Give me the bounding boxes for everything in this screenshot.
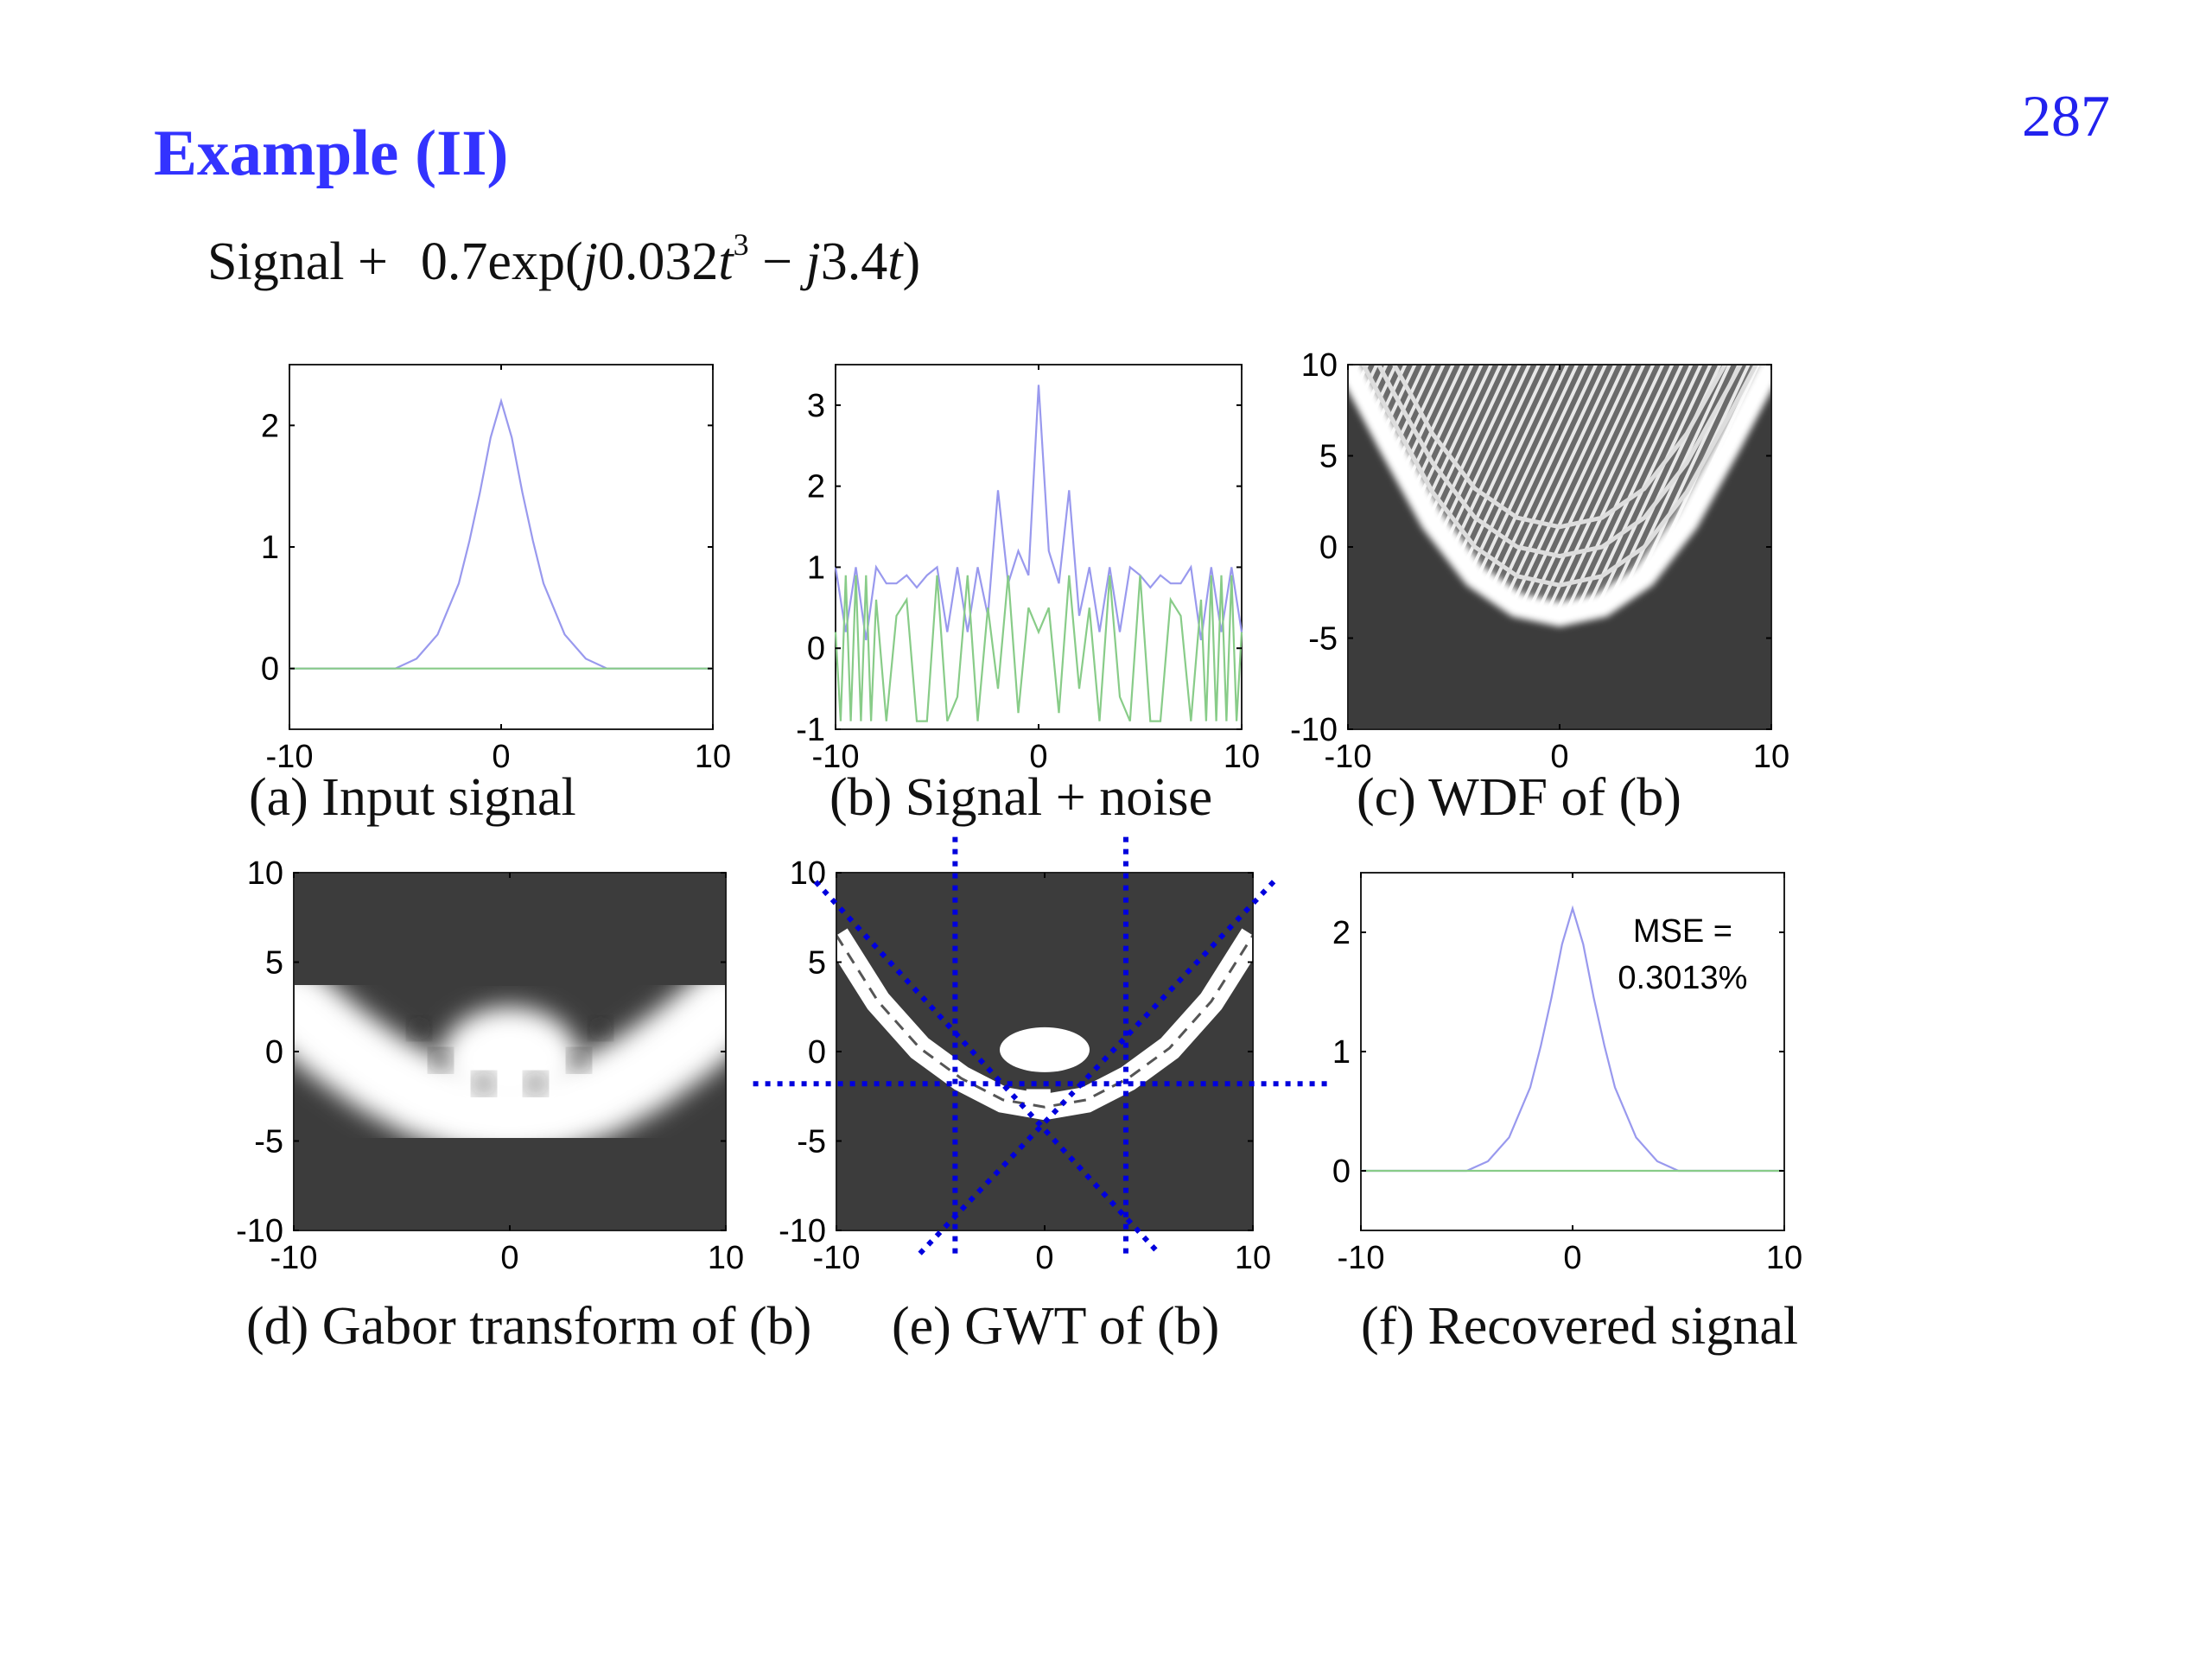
y-tick-label-b-3: 2 [807, 469, 825, 505]
x-tick-label-d-0: -10 [270, 1240, 318, 1276]
gabor-center-blob [441, 1007, 579, 1111]
y-tick-label-f-1: 1 [1332, 1034, 1351, 1071]
series-line-b-real [834, 575, 1243, 722]
chart-c-wdf: -10 0 10 -10 -5 0 5 10 [1290, 347, 1789, 775]
x-tick-label-b-0: -10 [812, 739, 860, 775]
x-tick-label-e-2: 10 [1235, 1240, 1271, 1276]
gabor-dark-spot-4 [410, 1019, 429, 1039]
chart-d-gabor: -10 0 10 -10 -5 0 5 10 [236, 855, 744, 1276]
page-number: 287 [2022, 83, 2110, 149]
y-tick-label-e-1: -5 [797, 1124, 826, 1160]
series-line-b-magnitude [834, 385, 1243, 640]
plot-frame-b [835, 364, 1243, 730]
y-tick-label-c-1: -5 [1308, 621, 1338, 658]
wdf-chirp-core [1348, 365, 1771, 620]
wdf-interference-region [1348, 365, 1771, 615]
heatmap-area-c [1348, 365, 1771, 729]
x-tick-label-c-1: 0 [1550, 739, 1568, 775]
y-tick-label-f-0: 0 [1332, 1154, 1351, 1190]
y-tick-label-d-4: 10 [247, 855, 283, 892]
wdf-inner-arch-2 [1391, 365, 1728, 530]
caption-b: (b) Signal + noise [830, 768, 1213, 827]
gabor-chirp-band [294, 965, 726, 1158]
y-tick-label-a-2: 2 [261, 408, 279, 444]
series-line-a-real [289, 397, 713, 670]
y-tick-label-a-0: 0 [261, 652, 279, 688]
wdf-inner-arch-1 [1376, 365, 1744, 559]
y-tick-label-b-2: 1 [807, 550, 825, 586]
chart-a-input-signal: -10 0 10 0 1 2 [261, 364, 731, 775]
gabor-dark-spot-2 [474, 1074, 493, 1094]
x-tick-label-f-1: 0 [1563, 1240, 1581, 1276]
y-tick-label-e-0: -10 [779, 1213, 826, 1249]
plot-frame-a [289, 364, 714, 730]
x-tick-label-f-2: 10 [1766, 1240, 1802, 1276]
x-tick-label-c-2: 10 [1753, 739, 1789, 775]
gwt-center-blob [1000, 1027, 1090, 1072]
y-tick-label-d-3: 5 [265, 945, 283, 982]
gabor-dark-spot-0 [431, 1051, 450, 1071]
y-tick-label-c-3: 5 [1319, 439, 1338, 475]
y-tick-label-e-2: 0 [808, 1034, 826, 1071]
x-tick-label-b-1: 0 [1029, 739, 1047, 775]
mse-annotation-line-1: 0.3013% [1618, 960, 1747, 996]
x-tick-label-d-1: 0 [500, 1240, 518, 1276]
formula-prefix: Signal + [207, 232, 388, 291]
y-tick-label-b-4: 3 [807, 388, 825, 424]
x-tick-label-e-1: 0 [1035, 1240, 1053, 1276]
y-tick-label-c-0: -10 [1290, 712, 1338, 748]
caption-c: (c) WDF of (b) [1357, 768, 1681, 827]
x-tick-label-e-0: -10 [813, 1240, 861, 1276]
caption-d: (d) Gabor transform of (b) [246, 1297, 812, 1356]
y-tick-label-b-0: -1 [796, 712, 825, 748]
heatmap-area-d [294, 873, 726, 1230]
heatmap-area-e [836, 873, 1253, 1230]
y-tick-label-e-4: 10 [790, 855, 826, 892]
overlay-dotted-line-5 [918, 880, 1276, 1255]
gabor-dark-spot-3 [526, 1074, 545, 1094]
chart-e-gwt: -10 0 10 -10 -5 0 5 10 [753, 836, 1331, 1276]
wdf-inner-arch-0 [1361, 365, 1758, 588]
x-tick-label-c-0: -10 [1325, 739, 1372, 775]
caption-e: (e) GWT of (b) [892, 1297, 1220, 1356]
x-tick-label-f-0: -10 [1338, 1240, 1385, 1276]
x-tick-label-a-2: 10 [695, 739, 731, 775]
mse-annotation-line-0: MSE = [1633, 913, 1732, 950]
y-tick-label-e-3: 5 [808, 945, 826, 982]
slide-title: Example (II) [154, 118, 509, 189]
series-line-f-real [1361, 905, 1784, 1173]
signal-formula: Signal + 0.7exp(j0.032t3 − j3.4t) [207, 227, 921, 293]
gabor-dark-spot-1 [569, 1051, 588, 1071]
gwt-small-mark [1026, 1089, 1051, 1098]
y-tick-label-c-4: 10 [1301, 347, 1338, 384]
x-tick-label-a-1: 0 [492, 739, 510, 775]
y-tick-label-d-0: -10 [236, 1213, 283, 1249]
formula-expression: 0.7exp(j0.032t3 − j3.4t) [420, 227, 921, 291]
x-tick-label-a-0: -10 [266, 739, 314, 775]
y-tick-label-d-2: 0 [265, 1034, 283, 1071]
x-tick-label-b-2: 10 [1224, 739, 1260, 775]
y-tick-label-c-2: 0 [1319, 530, 1338, 566]
gwt-chirp-texture [836, 934, 1253, 1109]
y-tick-label-b-1: 0 [807, 631, 825, 667]
y-tick-label-d-1: -5 [254, 1124, 283, 1160]
x-tick-label-d-2: 10 [708, 1240, 744, 1276]
chart-f-recovered: -10 0 10 0 1 2 MSE = 0.3013% [1332, 872, 1802, 1276]
gabor-dark-spot-5 [591, 1019, 610, 1039]
caption-f: (f) Recovered signal [1361, 1297, 1799, 1356]
y-tick-label-f-2: 2 [1332, 915, 1351, 951]
y-tick-label-a-1: 1 [261, 530, 279, 566]
caption-a: (a) Input signal [249, 768, 576, 827]
